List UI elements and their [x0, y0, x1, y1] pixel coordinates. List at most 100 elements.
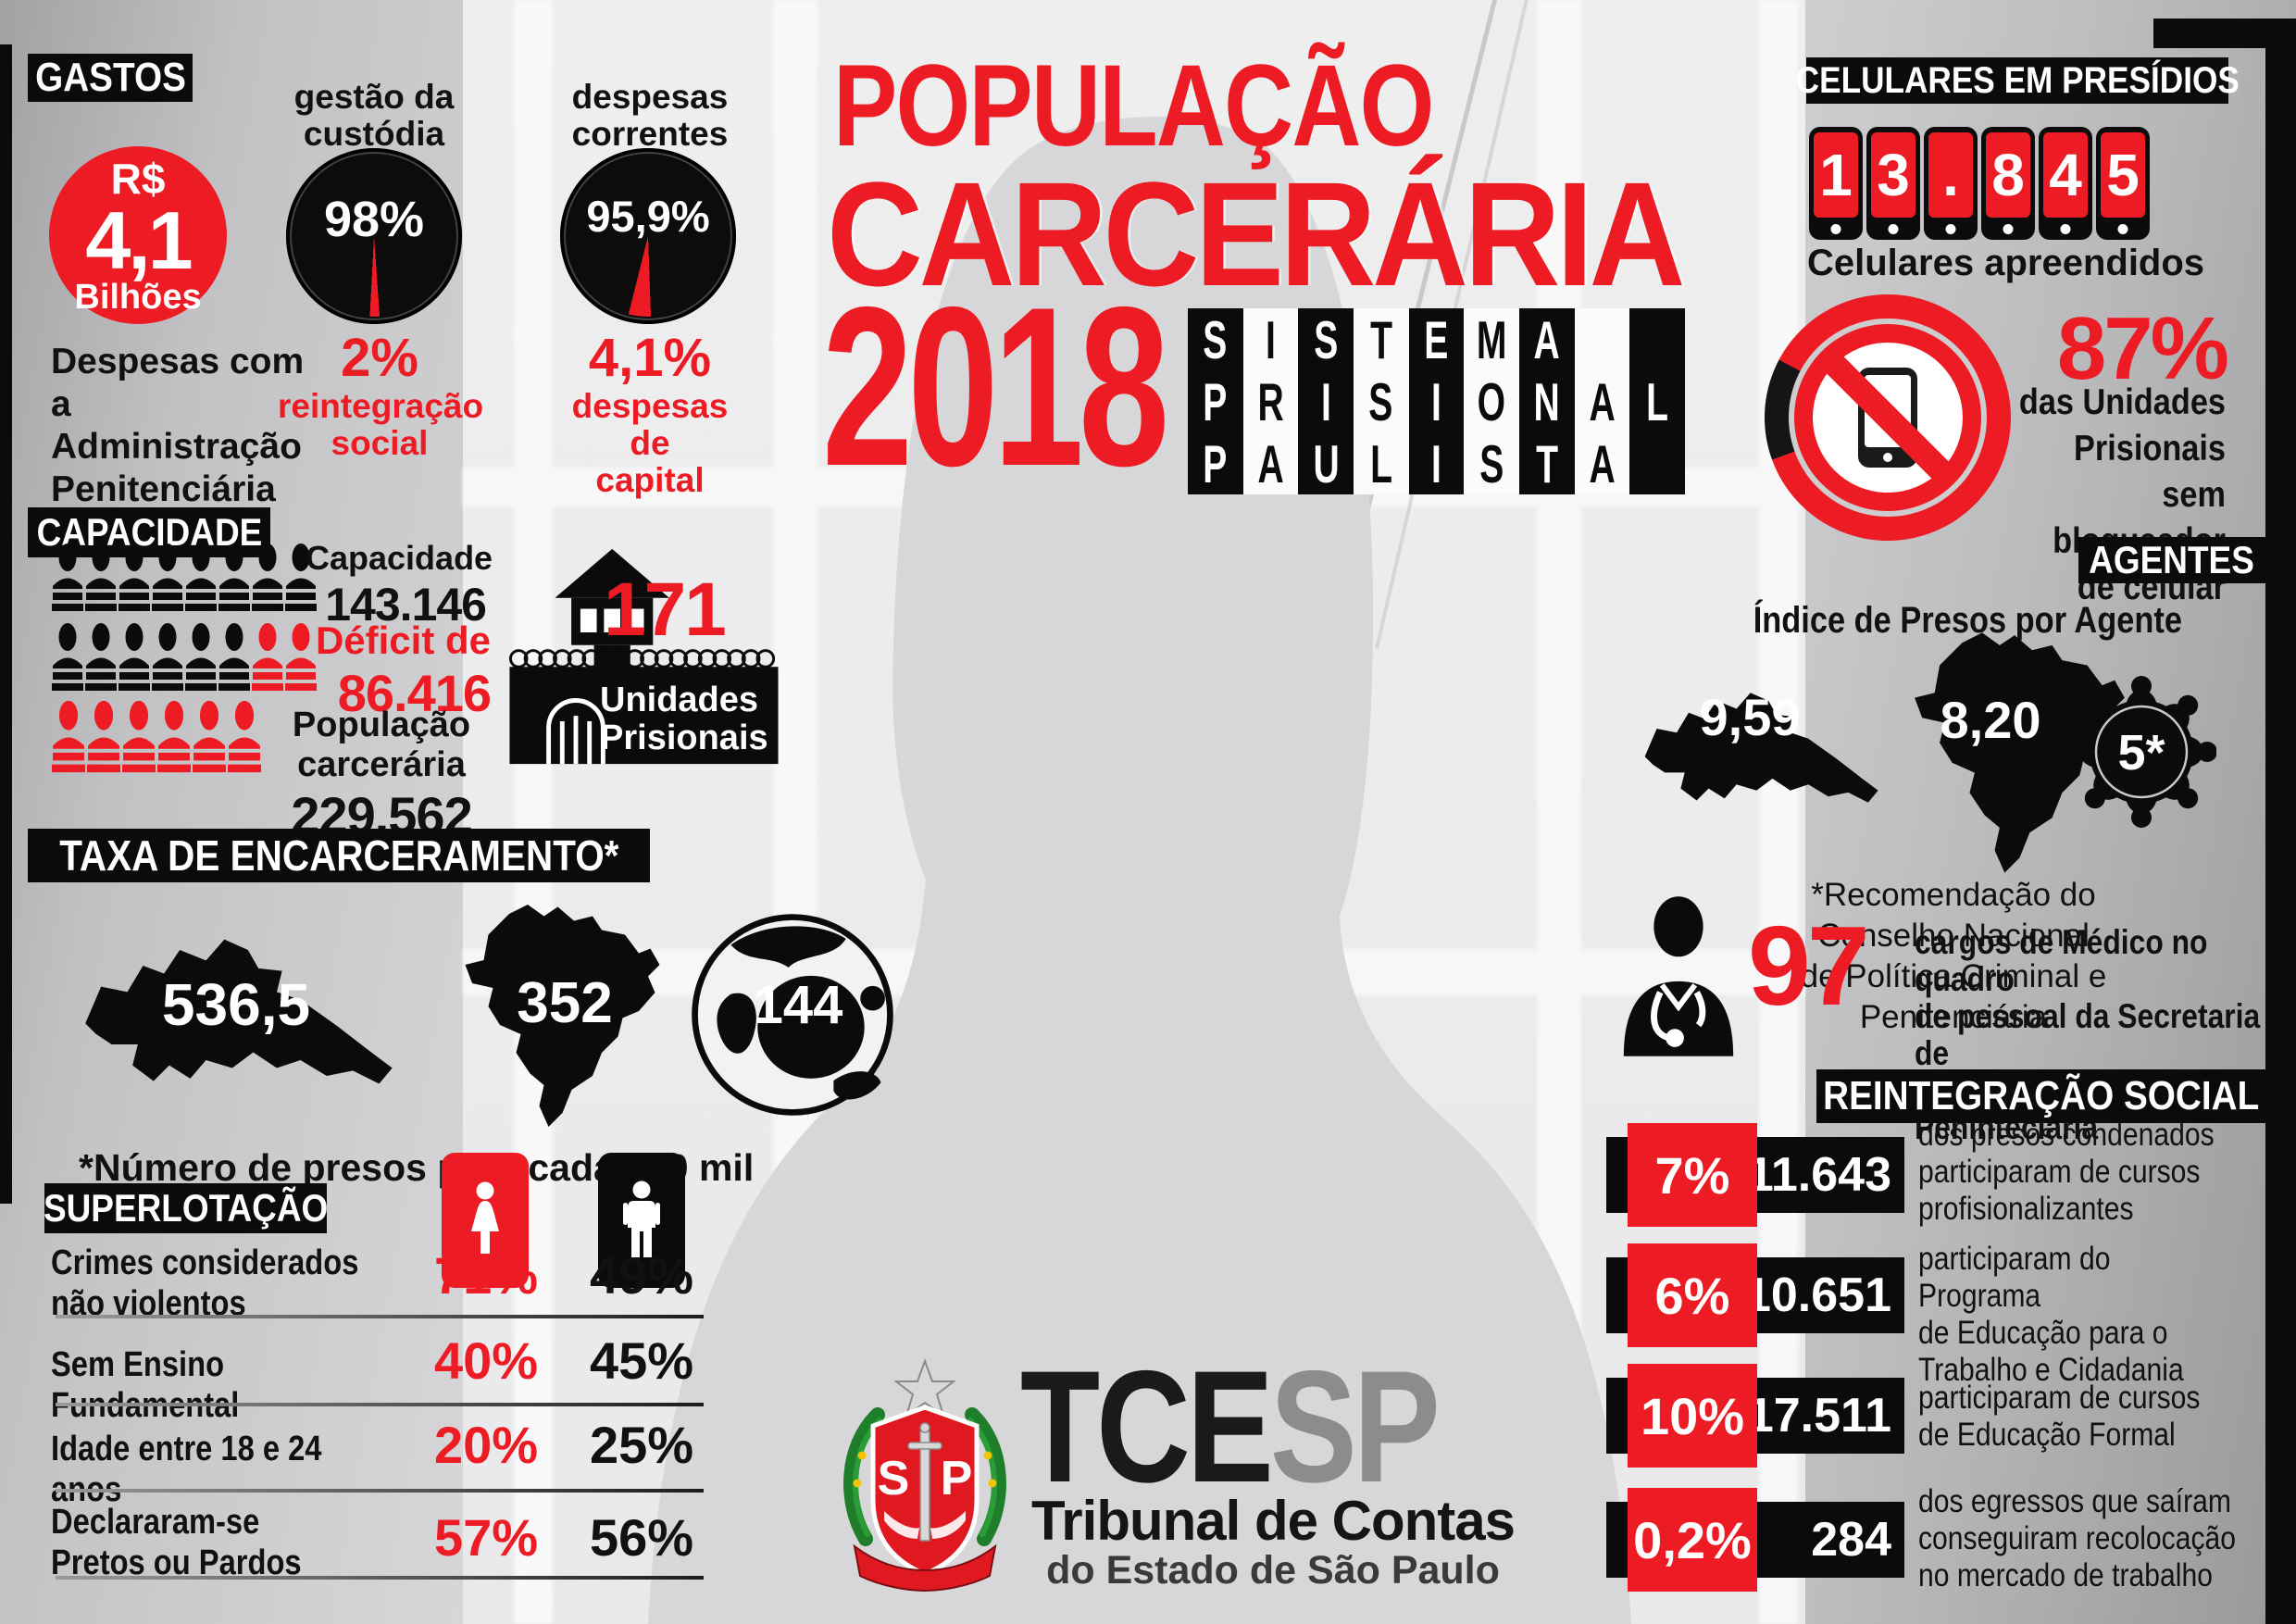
sp-coat-of-arms: S P — [843, 1358, 1006, 1593]
person-icon-deficit — [252, 622, 283, 693]
agentes-sp-value: 9,59 — [1699, 688, 1801, 746]
agentes-title: Índice de Presos por Agente — [1753, 600, 2182, 641]
reintegracao-header-label: REINTEGRAÇÃO SOCIAL — [1823, 1073, 2260, 1118]
capacity-pictogram-row3 — [52, 700, 261, 774]
gauge-despesas-correntes: 95,9% — [560, 148, 736, 324]
agentes-br-value: 8,20 — [1940, 691, 2041, 749]
male-icon — [598, 1153, 685, 1288]
currency-label: R$ — [110, 154, 166, 203]
reintegracao-row-text: dos presos condenados participaram de cur… — [1918, 1117, 2215, 1227]
sp-state-map-icon — [1637, 634, 1896, 875]
window-post — [1759, 0, 1798, 1624]
person-icon-deficit — [157, 700, 191, 774]
person-icon — [119, 622, 150, 693]
reintegracao-row-pct: 10% — [1628, 1364, 1757, 1468]
deficit-stat: Déficit de 86.416 — [315, 618, 492, 722]
section-header-reintegracao: REINTEGRAÇÃO SOCIAL — [1816, 1069, 2266, 1123]
banner-cell: A — [1519, 308, 1575, 370]
tcesp-logotype: TCESP — [1020, 1347, 1441, 1506]
row-divider — [56, 1315, 704, 1318]
phone-home-dot — [2003, 224, 2014, 234]
capacity-stat: Capacidade 143.146 — [306, 539, 493, 631]
no-cellphone-donut — [1765, 294, 2011, 541]
banner-cell: I — [1408, 432, 1465, 494]
profile-row-label: Crimes considerados não violentos — [51, 1243, 359, 1323]
banner-cell: A — [1242, 432, 1299, 494]
banner-cell: R — [1242, 370, 1299, 432]
row-count: 17.511 — [1746, 1389, 1891, 1443]
banner-cell: I — [1408, 370, 1465, 432]
reintegracao-row-pct: 0,2% — [1628, 1488, 1757, 1592]
banner-cell: I — [1298, 370, 1354, 432]
banner-cell: A — [1574, 370, 1630, 432]
logo-sp: SP — [1269, 1338, 1441, 1516]
phone-home-dot — [2117, 224, 2128, 234]
row-count: 284 — [1811, 1513, 1891, 1567]
banner-cell: U — [1298, 432, 1354, 494]
phone-home-dot — [1888, 224, 1899, 234]
person-icon — [119, 543, 150, 613]
gauge2-value: 95,9% — [586, 191, 710, 241]
phone-digit: 3 — [1866, 127, 1920, 240]
reintegracao-row-pct: 7% — [1628, 1123, 1757, 1227]
phone-home-dot — [2060, 224, 2071, 234]
agentes-recommendation-value: 5* — [2117, 725, 2165, 781]
phone-home-dot — [1830, 224, 1841, 234]
gauge-needle — [293, 156, 455, 317]
medicos-value: 97 — [1748, 903, 1870, 1029]
gastos-header-label: GASTOS — [34, 55, 186, 100]
superlotacao-header-label: SUPERLOTAÇÃO — [43, 1186, 329, 1230]
taxa-br-value: 352 — [517, 971, 613, 1035]
agents-round-table-icon — [2066, 676, 2216, 828]
footer-line1: Tribunal de Contas — [1030, 1490, 1516, 1552]
celulares-caption: Celulares apreendidos — [1807, 243, 2205, 283]
banner-cell: S — [1354, 370, 1409, 432]
banner-cell: P — [1188, 432, 1243, 494]
capacidade-header-label: CAPACIDADE — [36, 510, 262, 554]
section-header-celulares: CELULARES EM PRESÍDIOS — [1795, 57, 2240, 104]
units-value: 171 — [604, 568, 727, 652]
phone-digit: 5 — [2096, 127, 2150, 240]
banner-cell: S — [1464, 432, 1519, 494]
banner-cell: E — [1408, 308, 1465, 370]
row-count: 10.651 — [1743, 1268, 1891, 1322]
gauge-gestao-custodia: 98% — [286, 148, 462, 324]
person-icon — [152, 543, 183, 613]
gauge1-label: gestão da custódia — [293, 78, 455, 153]
agentes-footnote: *Recomendação do Conselho Nacional de Po… — [1800, 877, 2107, 1035]
reintegracao-row-text: participaram de cursos de Educação Formal — [1918, 1380, 2201, 1453]
female-value: 71% — [433, 1246, 539, 1305]
amount-unit: Bilhões — [74, 277, 202, 317]
title-year: 2018 — [822, 259, 1169, 513]
banner-cell: I — [1242, 308, 1299, 370]
banner-cell: A — [1574, 432, 1630, 494]
section-header-agentes: AGENTES — [2078, 537, 2265, 583]
phone-digit: 4 — [2039, 127, 2092, 240]
doctor-icon — [1623, 896, 1734, 1056]
profile-row-label: Idade entre 18 e 24 anos — [51, 1430, 322, 1509]
banner-cell: L — [1629, 370, 1685, 432]
profile-row-label: Sem Ensino Fundamental — [51, 1345, 240, 1425]
row-divider — [56, 1489, 704, 1493]
profile-row-label: Declararam-se Pretos ou Pardos — [51, 1503, 302, 1582]
gastos-amount-badge: R$ 4,1 Bilhões — [49, 146, 227, 324]
banner-cell: P — [1188, 370, 1243, 432]
person-icon — [52, 622, 83, 693]
title-populacao: POPULAÇÃO — [833, 41, 1434, 171]
phone-home-dot — [1945, 224, 1956, 234]
phone-digit: . — [1924, 127, 1978, 240]
row-divider — [56, 1576, 704, 1580]
reintegracao-row-pct: 6% — [1628, 1243, 1757, 1347]
title-carceraria: CARCERÁRIA — [827, 151, 1685, 317]
male-value: 56% — [589, 1508, 694, 1567]
gauge-needle — [568, 156, 729, 317]
female-icon — [442, 1153, 529, 1288]
prohibition-sign — [1794, 324, 1981, 511]
banner-cell: S — [1298, 308, 1354, 370]
female-value: 40% — [433, 1331, 539, 1390]
banner-cell: N — [1519, 370, 1575, 432]
person-icon — [85, 622, 117, 693]
taxa-world-value: 144 — [753, 975, 843, 1035]
section-header-superlotacao: SUPERLOTAÇÃO — [43, 1183, 329, 1233]
